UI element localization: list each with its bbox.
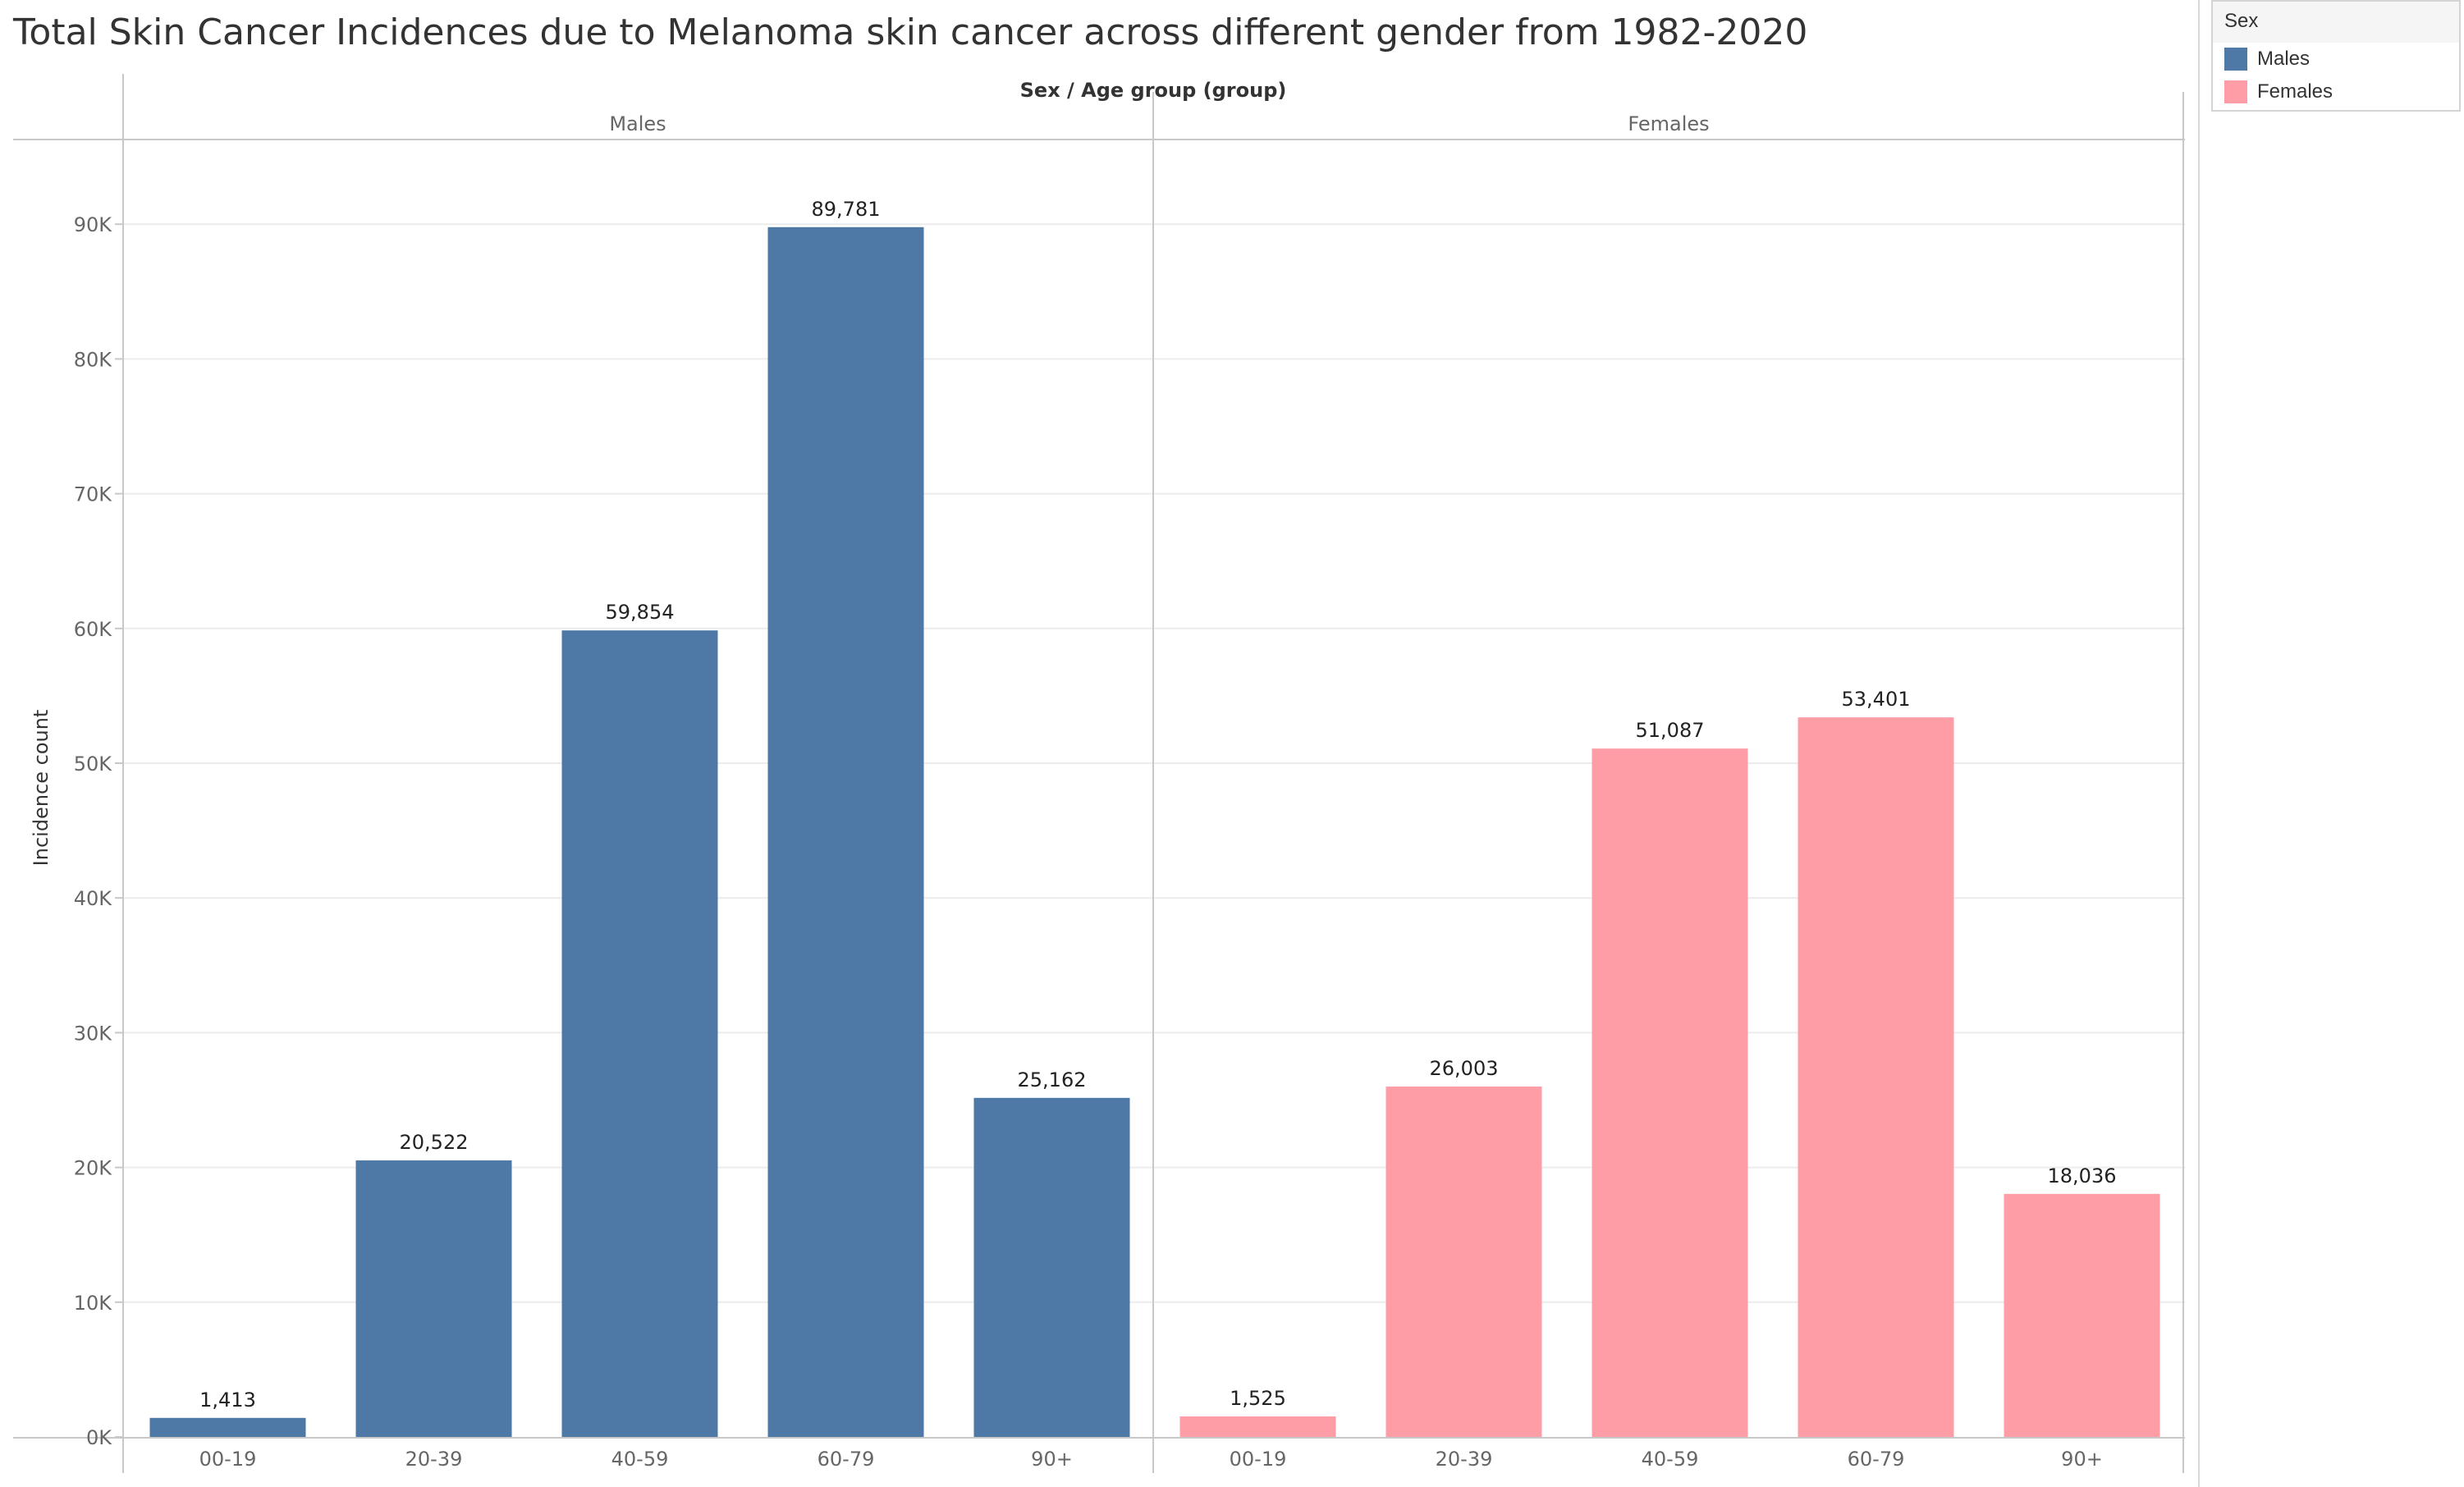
chart-frame — [13, 74, 2185, 1473]
x-tick-label: 00-19 — [1230, 1448, 1287, 1471]
bar-males-00-19 — [149, 1417, 306, 1437]
legend-item-males[interactable]: Males — [2213, 43, 2459, 75]
chart-text: 0K 10K 20K 30K 40K 50K 60K 70K 80K 90K Sex / Age g… — [30, 79, 2116, 1471]
legend[interactable]: Sex Males Females — [2211, 0, 2461, 112]
bar-males-90+ — [973, 1097, 1130, 1437]
panel-border — [2198, 0, 2200, 1487]
bar-males-20-39 — [355, 1160, 512, 1437]
x-tick-label: 20-39 — [405, 1448, 463, 1471]
bar-females-20-39 — [1385, 1087, 1542, 1437]
y-tick-label: 80K — [74, 348, 113, 371]
y-tick-label: 20K — [74, 1157, 113, 1180]
pane-label-females: Females — [1628, 112, 1709, 135]
y-tick-label: 30K — [74, 1022, 113, 1045]
data-label: 1,413 — [199, 1389, 256, 1412]
data-label: 18,036 — [2048, 1164, 2117, 1187]
y-tick-label: 50K — [74, 753, 113, 776]
header-label: Sex / Age group (group) — [1020, 79, 1287, 102]
y-axis-label: Incidence count — [30, 710, 53, 867]
bar-males-40-59 — [561, 630, 718, 1437]
y-tick-label: 10K — [74, 1292, 113, 1315]
y-tick-label: 60K — [74, 618, 113, 641]
bar-males-60-79 — [767, 226, 924, 1437]
data-label: 25,162 — [1018, 1068, 1087, 1091]
data-label: 51,087 — [1636, 719, 1705, 742]
legend-label-females: Females — [2257, 80, 2333, 103]
data-label: 1,525 — [1230, 1387, 1286, 1410]
x-tick-label: 90+ — [2061, 1448, 2103, 1471]
bar-females-90+ — [2004, 1193, 2160, 1437]
y-tick-label: 90K — [74, 213, 113, 236]
y-tick-label: 70K — [74, 483, 113, 506]
data-label: 89,781 — [812, 198, 881, 221]
chart-title: Total Skin Cancer Incidences due to Mela… — [13, 11, 1808, 53]
x-tick-label: 40-59 — [1642, 1448, 1699, 1471]
legend-title: Sex — [2213, 2, 2459, 43]
x-tick-label: 40-59 — [611, 1448, 669, 1471]
data-label: 59,854 — [606, 601, 675, 624]
y-tick-label: 0K — [86, 1426, 112, 1449]
legend-label-males: Males — [2257, 48, 2311, 70]
data-label: 20,522 — [400, 1131, 469, 1154]
pane-label-males: Males — [609, 112, 666, 135]
legend-item-females[interactable]: Females — [2213, 75, 2459, 108]
y-tick-label: 40K — [74, 887, 113, 910]
x-tick-label: 90+ — [1031, 1448, 1073, 1471]
bar-females-60-79 — [1798, 717, 1954, 1437]
x-tick-label: 20-39 — [1436, 1448, 1493, 1471]
x-tick-label: 00-19 — [199, 1448, 257, 1471]
bar-females-40-59 — [1592, 748, 1748, 1437]
bars — [149, 226, 2160, 1437]
bar-females-00-19 — [1179, 1416, 1336, 1437]
data-label: 53,401 — [1842, 688, 1911, 711]
x-tick-label: 60-79 — [1848, 1448, 1905, 1471]
data-label: 26,003 — [1430, 1057, 1499, 1080]
legend-swatch-females — [2224, 80, 2247, 103]
legend-swatch-males — [2224, 48, 2247, 71]
x-tick-label: 60-79 — [818, 1448, 875, 1471]
